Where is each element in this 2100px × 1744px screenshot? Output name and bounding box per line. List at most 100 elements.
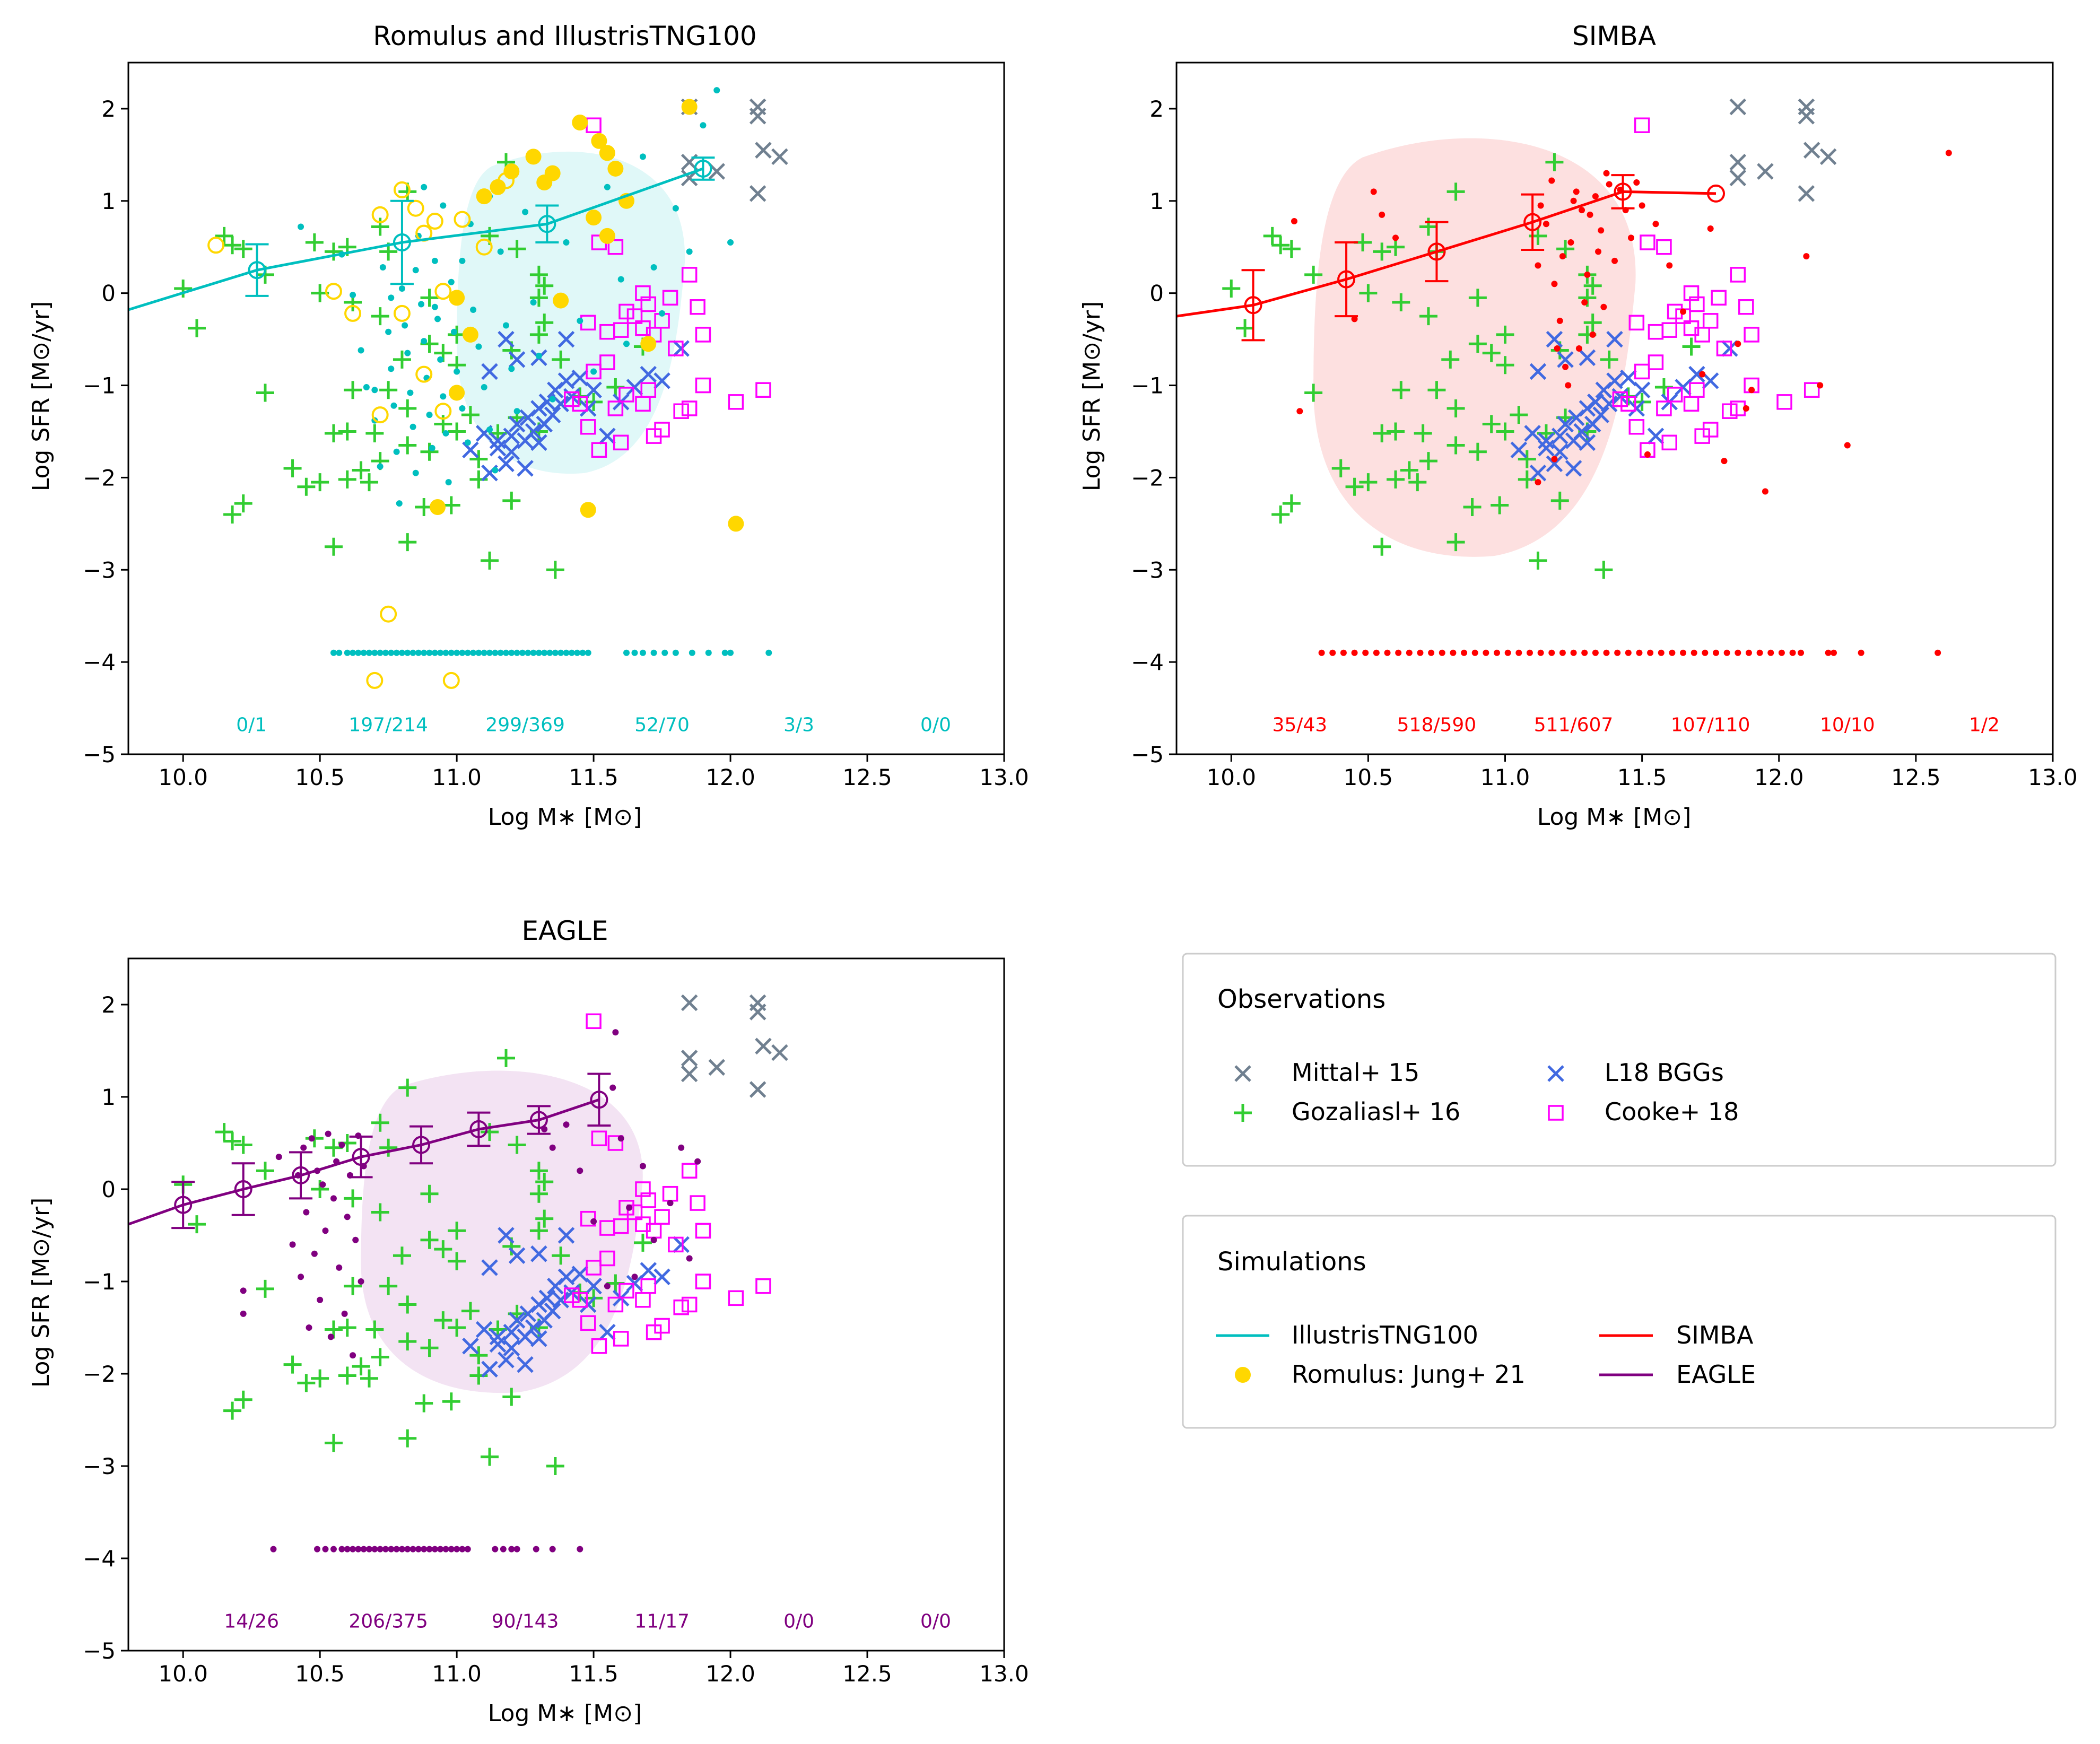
obs-l18-point [1688,365,1705,383]
sim-quenched-point [508,649,515,656]
sim-quenched-point [454,1546,460,1553]
sim-quenched-point [1680,649,1687,656]
sim-quenched-point [398,649,405,656]
sim-quenched-point [1559,649,1566,656]
romulus-open-point [393,304,411,322]
sim-quenched-point [388,649,395,656]
sim-galaxy-point [686,248,693,255]
sim-quenched-point [492,1546,499,1553]
sim-galaxy-point [577,317,583,324]
obs-l18-point [1628,400,1645,417]
sim-quenched-point [1537,649,1544,656]
obs-l18-point [1633,381,1651,398]
obs-gozaliasl-point [338,1319,356,1337]
sim-quenched-point [1756,649,1763,656]
obs-l18-point [571,1266,589,1283]
obs-cooke-point [640,382,657,398]
obs-mittal-point [755,142,772,159]
obs-cooke-point [1702,422,1719,438]
x-tick-label: 12.0 [1754,764,1804,790]
sim-quenched-point [366,649,373,656]
sim-galaxy-point [448,278,455,285]
sim-quenched-point [513,649,520,656]
obs-cooke-point [618,303,634,320]
obs-l18-point [599,1323,616,1341]
obs-gozaliasl-point [283,459,302,478]
sim-quenched-point [431,649,438,656]
sim-galaxy-point [275,1154,282,1161]
sim-galaxy-point [1742,405,1749,412]
romulus-point [449,290,465,306]
sim-galaxy-point [319,1181,326,1188]
obs-l18-point [508,1312,526,1329]
sim-quenched-point [388,1546,395,1553]
obs-cooke-point [654,422,670,438]
obs-gozaliasl-point [535,1209,554,1228]
obs-l18-point [653,1268,670,1286]
obs-cooke-point [1612,391,1628,407]
sim-galaxy-point [409,423,416,430]
sim-quenched-point [497,649,504,656]
panel-title: EAGLE [521,915,608,946]
obs-l18-point [508,1247,526,1265]
sim-galaxy-point [341,1310,348,1317]
obs-cooke-point [591,1130,607,1147]
obs-cooke-point [640,1192,657,1208]
obs-cooke-point [1656,239,1672,255]
obs-cooke-point [662,1185,678,1202]
obs-l18-point [1557,351,1574,368]
obs-gozaliasl-point [234,1136,252,1154]
obs-gozaliasl-point [496,1049,515,1067]
obs-cooke-point [1661,434,1677,451]
obs-gozaliasl-point [365,1320,384,1339]
obs-gozaliasl-point [1387,422,1405,441]
legend-marker-romulus [1235,1367,1251,1383]
romulus-point [490,179,506,195]
obs-cooke-point [681,1163,698,1179]
sim-galaxy-point [429,444,435,451]
obs-gozaliasl-point [324,1138,343,1157]
obs-gozaliasl-point [481,1123,499,1141]
sim-galaxy-point [470,306,477,313]
romulus-open-point [325,283,342,300]
median-error-bar [1521,193,1545,251]
sim-quenched-point [546,649,553,656]
obs-gozaliasl-point [311,1369,329,1388]
sim-quenched-point [426,649,433,656]
obs-mittal-point [708,1059,726,1076]
obs-l18-point [580,1296,597,1313]
obs-gozaliasl-point [398,436,417,455]
sim-galaxy-point [486,426,493,433]
obs-gozaliasl-point [1282,240,1301,258]
sim-quenched-point [519,649,526,656]
sim-quenched-point [705,649,712,656]
y-tick-label: 0 [101,281,116,307]
obs-cooke-point [755,382,771,398]
median-marker [174,1196,193,1214]
sim-quenched-point [1603,649,1610,656]
obs-cooke-point [564,1287,580,1303]
sim-galaxy-point [1579,207,1585,214]
sim-galaxy-point [303,1209,310,1216]
sim-quenched-point [1439,649,1445,656]
obs-cooke-point [673,1299,689,1315]
obs-gozaliasl-point [215,226,233,245]
x-tick-label: 12.5 [842,1661,892,1687]
obs-l18-point [1579,349,1596,367]
y-tick-label: 2 [1149,96,1164,122]
sim-quenched-point [459,1546,466,1553]
sim-galaxy-point [308,1135,315,1142]
obs-gozaliasl-point [352,1357,370,1376]
obs-cooke-point [662,290,678,306]
bin-count-label: 90/143 [492,1611,559,1633]
obs-gozaliasl-point [379,1138,398,1157]
sim-quenched-point [360,1546,367,1553]
sim-quenched-point [631,649,638,656]
obs-cooke-point [1683,396,1700,412]
sim-galaxy-point [667,1200,674,1207]
sim-quenched-point [421,1546,428,1553]
legend-marker-mittal [1234,1065,1251,1082]
sim-quenched-point [1713,649,1720,656]
obs-l18-point [640,365,657,383]
panel-romulus-tng: Romulus and IllustrisTNG100 0/1 197/214 29… [28,21,1029,831]
